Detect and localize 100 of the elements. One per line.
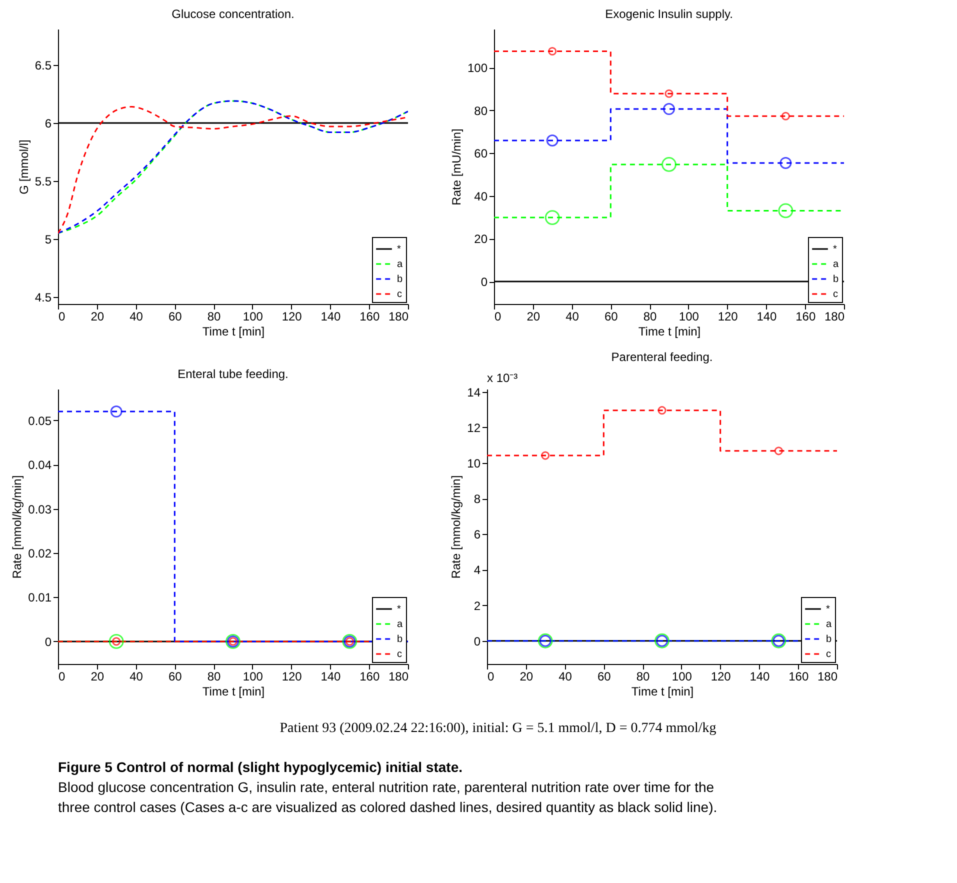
- x-tick-label: 180: [388, 670, 409, 684]
- y-tick-label: 0: [480, 275, 488, 290]
- point: [780, 156, 792, 169]
- y-tick-label: 0: [474, 634, 481, 648]
- x-tick-label: 140: [320, 670, 342, 684]
- x-axis-title: Time t [min]: [638, 324, 701, 338]
- point: [774, 446, 783, 456]
- legend-label: b: [833, 274, 839, 285]
- y-tick-label: 80: [474, 104, 488, 118]
- chart-title: Enteral tube feeding.: [178, 367, 288, 381]
- text: Patient 93 (2009.02.24 22:16:00), initial: G = 5.1 mmol/l, D = 0.774 mmol/kg: [280, 721, 716, 736]
- x-tick-label: 20: [526, 310, 540, 324]
- x-tick-label: 140: [320, 310, 342, 324]
- x-tick-label: 180: [388, 310, 409, 324]
- legend-label: c: [833, 289, 838, 300]
- legend-label: c: [397, 289, 402, 300]
- x-tick-label: 160: [360, 670, 380, 684]
- x-tick-label: 180: [817, 670, 838, 684]
- x-tick-label: 60: [168, 670, 182, 684]
- text: x 10⁻³: [487, 371, 518, 385]
- x-tick-label: 140: [756, 310, 778, 324]
- x-tick-label: 100: [242, 310, 264, 324]
- x-tick-label: 120: [710, 670, 732, 684]
- y-tick-label: 14: [467, 385, 481, 400]
- x-tick-label: 40: [130, 670, 144, 684]
- x-axis-title: Time t [min]: [202, 324, 265, 338]
- y-tick-label: 0.02: [28, 546, 52, 561]
- y-tick-label: 6: [474, 528, 481, 542]
- y-tick-label: 12: [467, 420, 481, 435]
- y-tick-label: 5: [44, 232, 52, 247]
- x-tick-label: 100: [242, 670, 264, 684]
- x-tick-label: 120: [282, 670, 302, 684]
- x-tick-label: 80: [207, 310, 222, 324]
- legend-label: c: [826, 649, 831, 660]
- point: [658, 406, 666, 415]
- y-tick-label: 0.05: [28, 414, 52, 428]
- y-tick-label: 4.5: [34, 290, 52, 305]
- point: [544, 210, 560, 225]
- point: [663, 103, 675, 116]
- point: [664, 89, 674, 98]
- y-tick-label: 0.03: [28, 502, 52, 516]
- x-tick-label: 60: [168, 310, 182, 324]
- legend-label: c: [397, 649, 402, 660]
- point: [548, 46, 557, 56]
- legend-label: *: [826, 604, 830, 615]
- x-tick-label: 0: [58, 670, 66, 684]
- x-tick-label: 60: [604, 310, 618, 324]
- y-tick-label: 0.01: [28, 590, 52, 605]
- x-tick-label: 20: [90, 310, 104, 324]
- y-tick-label: 20: [474, 232, 488, 246]
- text: Blood glucose concentration G, insulin rate, enteral nutrition rate, parenteral nutrition rate over time for the three control cases (Cases a-c are visualized as colored dashed lines, desired quantity as black solid line).: [58, 779, 718, 815]
- x-tick-label: 160: [788, 670, 809, 684]
- legend-label: a: [826, 619, 832, 630]
- x-axis-title: Time t [min]: [631, 684, 694, 698]
- x-tick-label: 80: [636, 670, 650, 684]
- y-tick-label: 60: [474, 146, 488, 161]
- legend-label: *: [397, 604, 401, 615]
- y-tick-label: 10: [467, 456, 481, 470]
- y-tick-label: 0: [44, 634, 52, 649]
- chart-title: Parenteral feeding.: [611, 350, 713, 364]
- legend-label: *: [397, 244, 401, 255]
- y-tick-label: 2: [474, 598, 481, 613]
- point: [541, 451, 550, 460]
- y-tick-label: 0.04: [28, 458, 52, 472]
- y-axis-title: Rate [mmol/kg/min]: [449, 475, 464, 579]
- chart-title: Exogenic Insulin supply.: [605, 7, 733, 21]
- point: [662, 157, 676, 172]
- x-tick-label: 120: [718, 310, 738, 324]
- legend-label: *: [833, 244, 837, 255]
- legend-label: b: [397, 274, 403, 285]
- point: [778, 203, 794, 218]
- x-tick-label: 160: [796, 310, 816, 324]
- legend-label: a: [833, 259, 839, 270]
- y-tick-label: 8: [474, 492, 481, 506]
- text: Figure 5 Control of normal (slight hypoglycemic) initial state.: [58, 759, 462, 775]
- x-tick-label: 140: [750, 670, 770, 684]
- legend-label: a: [397, 259, 403, 270]
- x-tick-label: 40: [566, 310, 580, 324]
- y-axis-title: G [mmol/l]: [16, 140, 31, 194]
- x-tick-label: 60: [597, 670, 612, 684]
- x-tick-label: 20: [90, 670, 104, 684]
- y-tick-label: 40: [474, 189, 488, 204]
- legend-label: b: [397, 634, 403, 645]
- x-tick-label: 0: [494, 310, 502, 324]
- x-tick-label: 0: [58, 310, 66, 324]
- x-tick-label: 160: [360, 310, 380, 324]
- chart-title: Glucose concentration.: [172, 7, 294, 21]
- legend-label: b: [826, 634, 832, 645]
- point: [546, 134, 558, 146]
- y-tick-label: 4: [474, 563, 481, 578]
- y-tick-label: 5.5: [34, 174, 52, 189]
- x-tick-label: 100: [672, 670, 692, 684]
- y-tick-label: 6.5: [34, 58, 52, 72]
- y-axis-title: Rate [mU/min]: [449, 128, 464, 206]
- point: [781, 112, 790, 120]
- x-tick-label: 120: [282, 310, 302, 324]
- x-tick-label: 80: [643, 310, 658, 324]
- x-tick-label: 40: [130, 310, 144, 324]
- x-tick-label: 20: [520, 670, 534, 684]
- x-tick-label: 80: [207, 670, 222, 684]
